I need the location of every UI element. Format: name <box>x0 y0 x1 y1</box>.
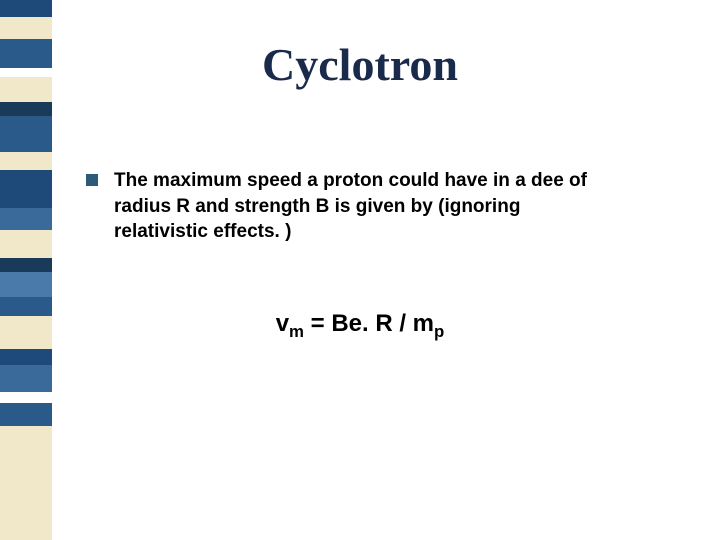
sidebar-stripe <box>0 170 52 209</box>
sidebar-stripe <box>0 17 52 38</box>
bullet-text: The maximum speed a proton could have in… <box>114 168 596 245</box>
equation-lhs-sub: m <box>289 322 304 341</box>
sidebar-stripe <box>0 426 52 540</box>
sidebar-stripe <box>0 258 52 272</box>
sidebar-stripe <box>0 116 52 153</box>
sidebar-stripe <box>0 152 52 169</box>
sidebar-stripe <box>0 349 52 364</box>
sidebar-stripe <box>0 392 52 404</box>
equation: vm = Be. R / mp <box>0 310 720 342</box>
sidebar-stripe <box>0 0 52 17</box>
equation-lhs-var: v <box>276 310 289 337</box>
equation-rhs-sub: p <box>434 322 444 341</box>
square-bullet-icon <box>86 174 98 186</box>
sidebar-stripe <box>0 208 52 229</box>
sidebar-stripe <box>0 272 52 297</box>
sidebar-stripe <box>0 230 52 259</box>
slide-title: Cyclotron <box>0 38 720 91</box>
bullet-block: The maximum speed a proton could have in… <box>86 168 596 245</box>
equation-rhs: Be. R / m <box>331 310 434 337</box>
sidebar-stripe <box>0 365 52 392</box>
sidebar-stripe <box>0 403 52 426</box>
sidebar-stripe <box>0 102 52 116</box>
bullet-item: The maximum speed a proton could have in… <box>86 168 596 245</box>
equation-equals: = <box>311 310 332 337</box>
